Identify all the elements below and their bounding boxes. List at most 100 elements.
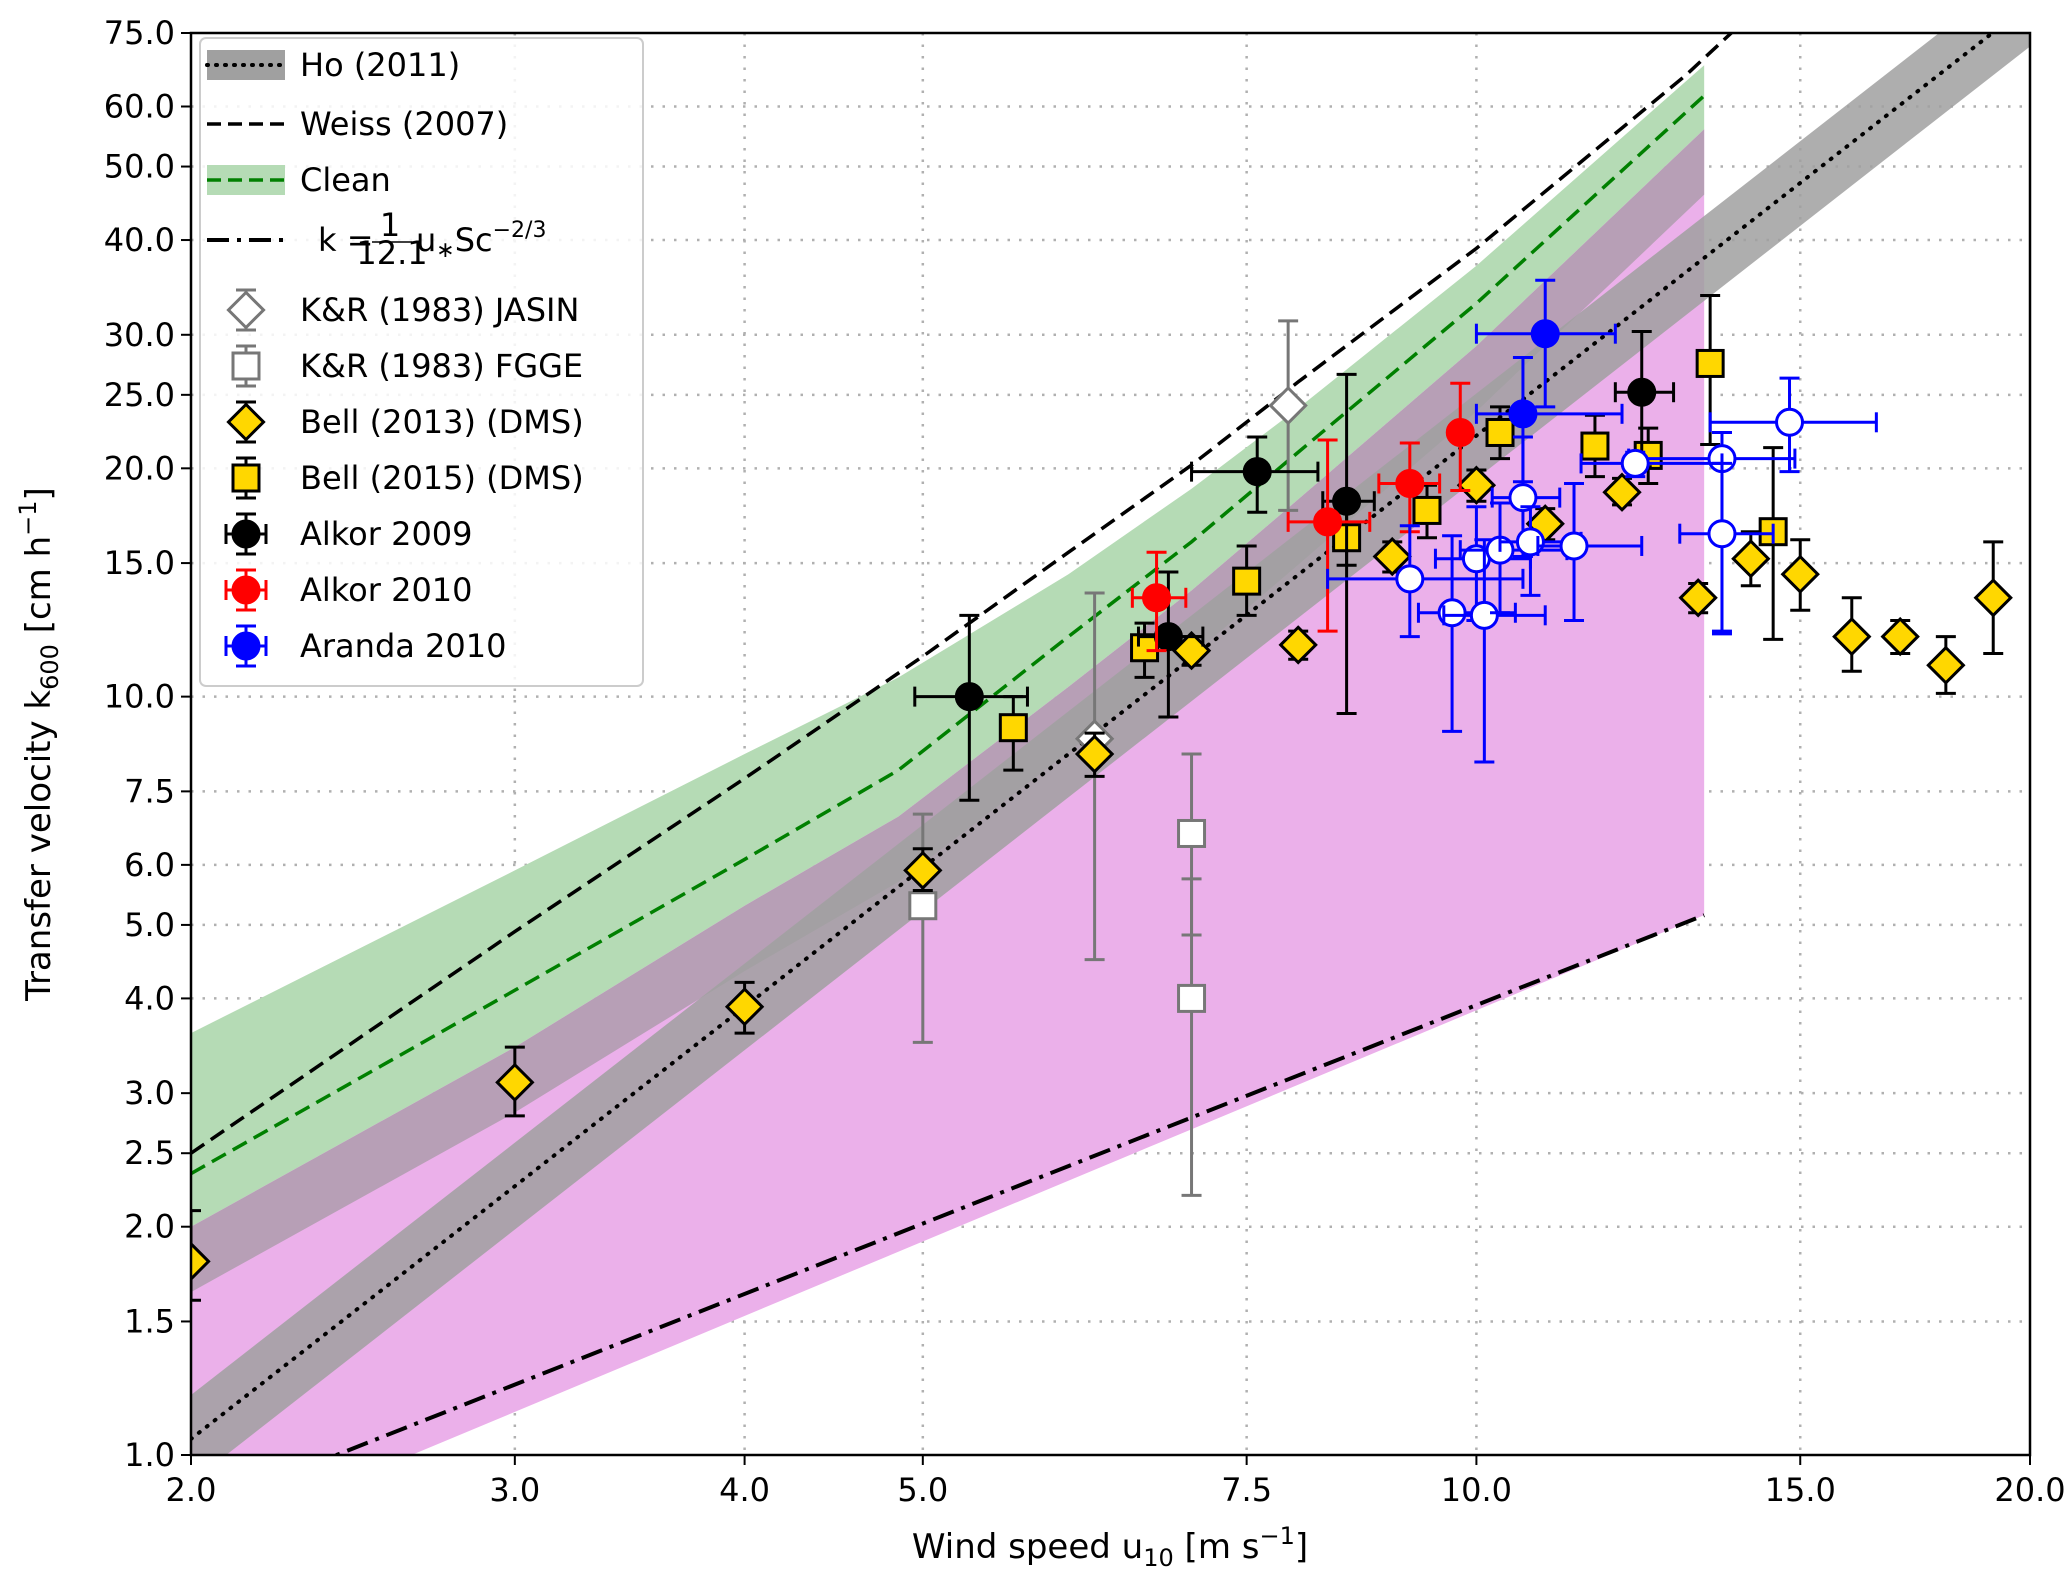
marker-circle	[954, 682, 984, 712]
data-point	[1678, 578, 1718, 618]
data-point	[1442, 538, 1547, 764]
legend-label: Aranda 2010	[300, 627, 506, 665]
y-tick-label: 25.0	[104, 376, 175, 414]
marker-circle	[1530, 319, 1560, 349]
marker-circle	[1313, 507, 1343, 537]
legend-entry: Ho (2011)	[205, 46, 460, 84]
y-axis-ticks: 1.0 1.5 2.0 2.5 3.0 4.0 5.0 6.0 7.5 10.0 15.0 20.0 2…	[104, 14, 191, 1474]
legend-label-formula-rest: u∗Sc−2/3	[416, 218, 546, 263]
y-tick-label: 7.5	[124, 772, 175, 810]
legend-label: Clean	[300, 161, 391, 199]
x-tick-label: 10.0	[1441, 1471, 1512, 1509]
legend-entry: Bell (2015) (DMS)	[231, 456, 584, 500]
marker-diamond	[495, 1062, 535, 1103]
data-point	[903, 847, 943, 893]
x-tick-label: 15.0	[1765, 1471, 1836, 1509]
legend-marker	[231, 631, 261, 661]
marker-diamond	[191, 1241, 211, 1282]
y-tick-label: 60.0	[104, 87, 175, 125]
series-aranda2010	[1326, 278, 1878, 764]
data-point	[1326, 524, 1525, 639]
formula-line	[331, 913, 1705, 1455]
x-axis-label-main: Wind speed u	[912, 1527, 1143, 1567]
marker-square	[1232, 566, 1262, 596]
legend-entry: Bell (2013) (DMS)	[226, 400, 584, 444]
formula-part: =	[337, 221, 374, 259]
series-alkor2009	[913, 330, 1676, 802]
x-tick-label: 3.0	[489, 1471, 540, 1509]
marker-diamond	[1780, 554, 1820, 594]
weiss2007-line	[191, 33, 1734, 1155]
marker-square	[1412, 495, 1442, 525]
y-tick-label: 4.0	[124, 979, 175, 1017]
marker-diamond	[1973, 578, 2013, 618]
legend-label-formula: k =	[318, 221, 374, 259]
marker-diamond	[903, 850, 943, 891]
y-tick-label: 40.0	[104, 221, 175, 259]
marker-circle	[1142, 583, 1172, 613]
marker-square-open	[908, 891, 938, 921]
marker-circle	[1445, 417, 1475, 447]
marker-diamond	[1678, 578, 1718, 618]
marker-circle	[1332, 486, 1362, 516]
data-point	[1278, 625, 1318, 665]
data-point	[1926, 635, 1966, 695]
y-tick-label: 30.0	[104, 316, 175, 354]
data-point	[1579, 448, 1724, 479]
legend: Ho (2011) Weiss (2007) Clean k = 112.1u∗Sc−…	[199, 37, 644, 687]
marker-circle	[1508, 399, 1538, 429]
data-point	[1130, 621, 1160, 679]
marker-diamond	[1880, 616, 1920, 657]
data-point	[1474, 356, 1624, 484]
marker-square	[998, 713, 1028, 743]
marker-square-open	[1177, 818, 1207, 848]
marker-circle	[1395, 468, 1425, 498]
marker-circle	[1395, 564, 1425, 594]
legend-marker	[231, 351, 261, 381]
legend-entry: K&R (1983) FGGE	[231, 344, 583, 388]
data-point	[1177, 877, 1207, 1197]
data-point	[724, 980, 765, 1035]
y-tick-label: 2.5	[124, 1134, 175, 1172]
marker-diamond	[1456, 465, 1497, 505]
data-point	[1074, 731, 1115, 778]
data-point	[1485, 405, 1515, 461]
legend-marker	[226, 402, 266, 442]
marker-diamond	[1602, 472, 1642, 512]
y-tick-label: 75.0	[104, 14, 175, 52]
y-axis-label: Transfer velocity k600 [cm h−1]	[14, 487, 64, 1002]
marker-circle	[1559, 531, 1589, 561]
series-bell2013	[191, 465, 2013, 1302]
marker-circle	[1508, 483, 1538, 513]
data-point	[1412, 483, 1442, 540]
y-axis-label-unit: [cm h	[19, 536, 59, 644]
marker-diamond-open	[1268, 385, 1308, 426]
legend-label: Weiss (2007)	[300, 105, 508, 143]
legend-label: K&R (1983) FGGE	[300, 347, 583, 385]
data-point	[1708, 376, 1878, 474]
data-point	[1474, 278, 1617, 409]
marker-circle	[1469, 600, 1499, 630]
clean-band	[191, 65, 1705, 1227]
series-alkor2010	[1130, 381, 1475, 653]
y-axis-label-close: ]	[19, 487, 59, 500]
y-tick-label: 10.0	[104, 678, 175, 716]
legend-marker	[231, 575, 261, 605]
marker-square	[1130, 633, 1160, 663]
data-markers	[191, 278, 2013, 1302]
data-point	[1731, 530, 1771, 588]
y-tick-label: 6.0	[124, 846, 175, 884]
data-point	[191, 1209, 211, 1302]
formula-u: u	[416, 221, 436, 259]
legend-entry: k = 112.1u∗Sc−2/3	[207, 206, 546, 272]
y-tick-label: 50.0	[104, 148, 175, 186]
x-tick-label: 7.5	[1221, 1471, 1272, 1509]
clean-line	[191, 94, 1706, 1176]
marker-circle	[1515, 527, 1545, 557]
series-bell2015	[998, 294, 1788, 772]
data-point	[1678, 461, 1775, 633]
ho2011-line	[191, 33, 1996, 1441]
data-point	[1456, 465, 1497, 505]
marker-circle	[1437, 598, 1467, 628]
